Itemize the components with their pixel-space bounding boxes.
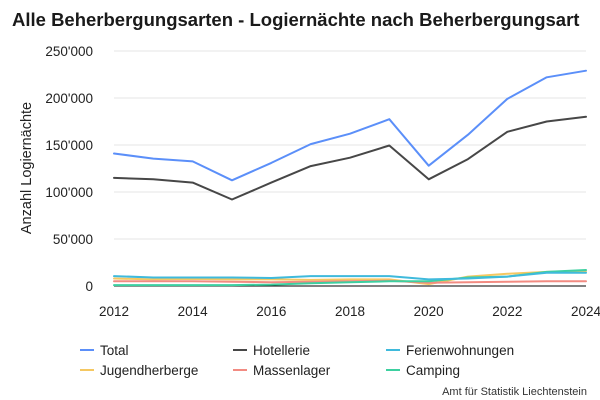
x-axis-ticks: 2012 2014 2016 2018 2020 2022 2024 — [99, 304, 600, 319]
x-tick-label: 2016 — [256, 304, 286, 319]
y-tick-label: 100'000 — [45, 185, 93, 200]
legend-item-jugendherberge: Jugendherberge — [80, 363, 198, 378]
series-line-hotellerie — [113, 115, 587, 201]
legend-item-massenlager: Massenlager — [233, 363, 331, 378]
legend-item-ferienwohnungen: Ferienwohnungen — [386, 343, 514, 358]
grid-lines — [114, 50, 586, 240]
y-tick-label: 50'000 — [53, 232, 93, 247]
legend-item-camping: Camping — [386, 363, 460, 378]
y-axis-title: Anzahl Logiernächte — [19, 102, 35, 234]
legend-label: Ferienwohnungen — [406, 343, 514, 358]
legend-item-hotellerie: Hotellerie — [233, 343, 310, 358]
x-tick-label: 2024 — [571, 304, 600, 319]
legend-item-total: Total — [80, 343, 129, 358]
x-tick-label: 2014 — [178, 304, 209, 319]
y-tick-label: 150'000 — [45, 138, 93, 153]
legend-label: Total — [100, 343, 129, 358]
x-tick-label: 2020 — [414, 304, 444, 319]
legend-label: Camping — [406, 363, 460, 378]
series-line-jugendherberge — [113, 270, 587, 286]
legend-label: Jugendherberge — [100, 363, 198, 378]
chart-title: Alle Beherbergungsarten - Logiernächte n… — [12, 9, 579, 30]
y-tick-label: 0 — [85, 279, 93, 294]
x-tick-label: 2012 — [99, 304, 129, 319]
source-note: Amt für Statistik Liechtenstein — [442, 386, 587, 398]
y-tick-label: 200'000 — [45, 91, 93, 106]
y-axis-ticks: 0 50'000 100'000 150'000 200'000 250'000 — [45, 44, 93, 294]
y-tick-label: 250'000 — [45, 44, 93, 59]
legend-label: Hotellerie — [253, 343, 310, 358]
x-tick-label: 2018 — [335, 304, 365, 319]
series-lines — [113, 69, 587, 287]
legend-label: Massenlager — [253, 363, 331, 378]
series-line-total — [113, 69, 587, 182]
legend: Total Hotellerie Ferienwohnungen Jugendherb… — [80, 343, 514, 378]
series-line-ferienwohnungen — [113, 271, 587, 281]
x-tick-label: 2022 — [492, 304, 522, 319]
